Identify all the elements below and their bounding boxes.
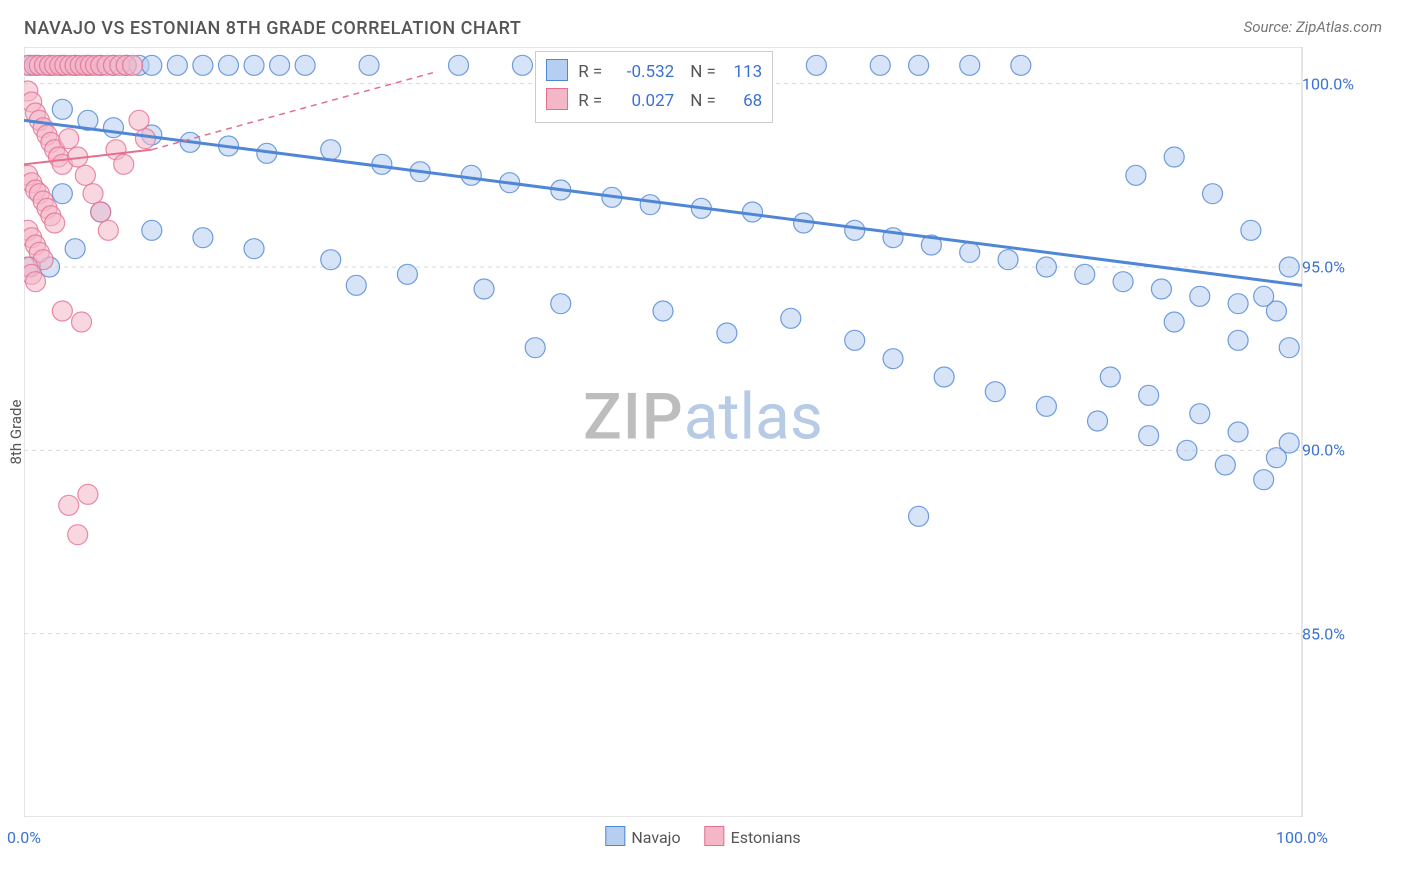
correlation-swatch (546, 59, 568, 81)
y-tick-label: 95.0% (1302, 258, 1390, 277)
chart-header: NAVAJO VS ESTONIAN 8TH GRADE CORRELATION… (0, 0, 1406, 39)
correlation-box: R =-0.532N =113R =0.027N =68 (535, 51, 773, 123)
correlation-row: R =-0.532N =113 (546, 58, 762, 87)
y-tick-label: 90.0% (1302, 441, 1390, 460)
correlation-row: R =0.027N =68 (546, 87, 762, 116)
x-tick-label: 100.0% (1276, 828, 1328, 847)
legend-item: Estonians (705, 826, 801, 847)
scatter-plot (24, 47, 1382, 817)
legend-bottom: Navajo Estonians (605, 826, 800, 847)
chart-title: NAVAJO VS ESTONIAN 8TH GRADE CORRELATION… (24, 18, 521, 39)
y-axis-label: 8th Grade (7, 400, 25, 465)
chart-area: 8th Grade ZIPatlas 100.0%95.0%90.0%85.0%… (24, 47, 1382, 817)
y-tick-label: 100.0% (1302, 74, 1390, 93)
y-tick-label: 85.0% (1302, 624, 1390, 643)
legend-swatch (705, 826, 725, 846)
correlation-swatch (546, 88, 568, 110)
chart-source: Source: ZipAtlas.com (1244, 18, 1382, 36)
legend-swatch (605, 826, 625, 846)
legend-item: Navajo (605, 826, 680, 847)
x-tick-label: 0.0% (7, 828, 41, 847)
